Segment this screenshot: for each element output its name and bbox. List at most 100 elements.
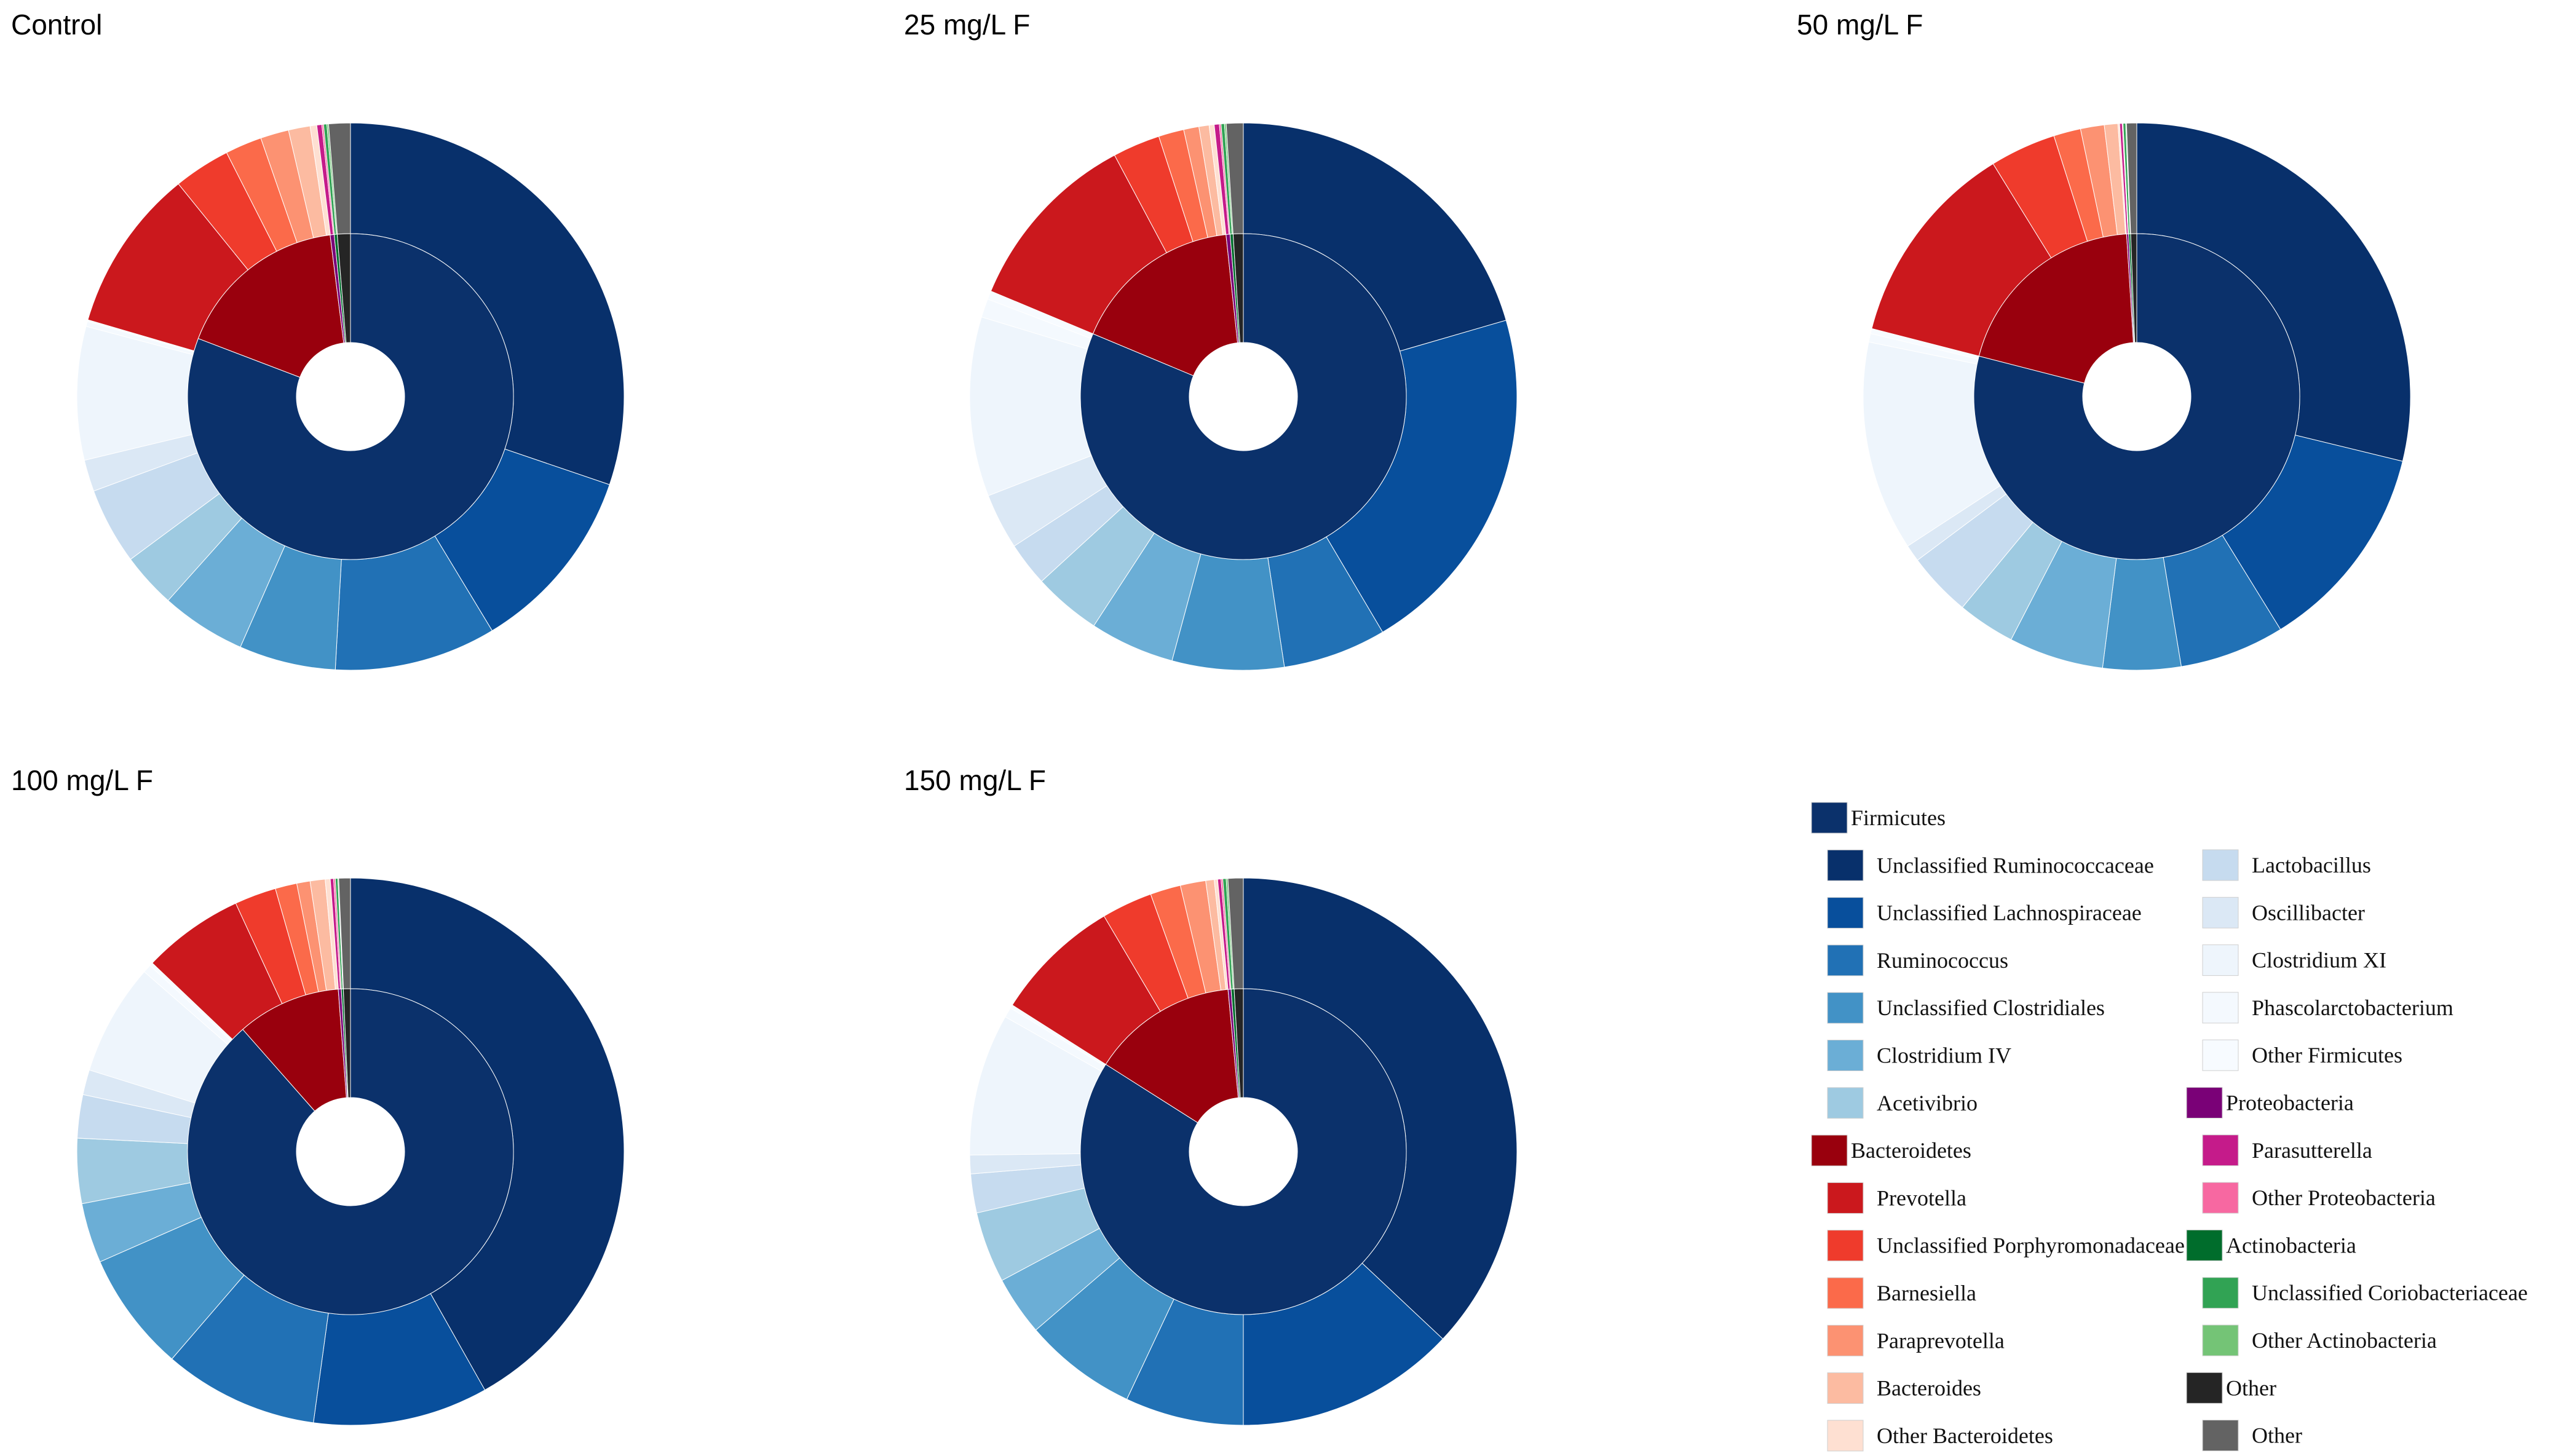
legend-label: Paraprevotella (1877, 1328, 2005, 1353)
panel-title: 25 mg/L F (904, 9, 1030, 41)
legend-swatch (2202, 896, 2239, 928)
legend-item-unclassified-lachnospiraceae: Unclassified Lachnospiraceae (1827, 897, 2142, 929)
phylum-slice-other-phylum (336, 233, 351, 343)
legend-item-proteobacteria: Proteobacteria (2186, 1087, 2354, 1118)
phylum-slice-other-phylum (1232, 233, 1244, 343)
legend-swatch (1827, 1372, 1864, 1404)
legend-label: Other (2252, 1423, 2302, 1448)
legend-item-bacteroides: Bacteroides (1827, 1372, 1981, 1404)
phylum-slice-bacteroidetes (1978, 233, 2134, 384)
legend-item-unclassified-porphyromonadaceae: Unclassified Porphyromonadaceae (1827, 1230, 2185, 1262)
legend-swatch (2202, 1420, 2239, 1452)
legend-label: Unclassified Lachnospiraceae (1877, 901, 2142, 925)
phylum-slice-bacteroidetes (197, 234, 344, 378)
legend-item-firmicutes: Firmicutes (1811, 802, 1946, 834)
legend-label: Oscillibacter (2252, 900, 2365, 925)
legend-item-parasutterella: Parasutterella (2202, 1134, 2372, 1166)
legend-swatch (2202, 1134, 2239, 1166)
legend-label: Clostridium IV (1877, 1043, 2011, 1068)
legend-label: Clostridium XI (2252, 948, 2386, 973)
legend-swatch (1827, 849, 1864, 881)
legend-swatch (1827, 1324, 1864, 1356)
legend-swatch (2186, 1372, 2223, 1404)
legend-label: Phascolarctobacterium (2252, 995, 2453, 1020)
phylum-slice-firmicutes (187, 233, 514, 560)
legend-item-paraprevotella: Paraprevotella (1827, 1324, 2005, 1356)
legend-label: Lactobacillus (2252, 853, 2371, 877)
phylum-slice-other-phylum (2130, 233, 2137, 343)
legend-label: Unclassified Clostridiales (1877, 995, 2105, 1020)
phylum-slice-other-phylum (1233, 988, 1244, 1098)
legend-item-other-proteobacteria: Other Proteobacteria (2202, 1182, 2436, 1214)
legend-label: Other Bacteroidetes (1877, 1423, 2053, 1448)
legend-label: Prevotella (1877, 1185, 1966, 1210)
donut-chart (969, 122, 1518, 671)
legend-swatch (1827, 944, 1864, 976)
legend-swatch (1811, 1134, 1848, 1166)
legend-item-prevotella: Prevotella (1827, 1182, 1966, 1214)
phylum-slice-bacteroidetes (1092, 234, 1238, 376)
panel-100-mg-l: 100 mg/L F (11, 764, 625, 1426)
legend-item-other-phylum: Other (2186, 1372, 2276, 1404)
legend-label: Other (2226, 1375, 2276, 1400)
donut-chart (969, 877, 1518, 1426)
legend-label: Proteobacteria (2226, 1091, 2354, 1115)
legend-item-unclassified-ruminococcaceae: Unclassified Ruminococcaceae (1827, 849, 2154, 881)
legend-swatch (2202, 992, 2239, 1024)
legend-item-bacteroidetes: Bacteroidetes (1811, 1134, 1971, 1166)
phylum-slice-other-phylum (343, 988, 351, 1098)
donut-chart (76, 877, 625, 1426)
legend-swatch (1827, 1087, 1864, 1119)
legend-label: Unclassified Porphyromonadaceae (1877, 1233, 2185, 1258)
legend-swatch (2202, 944, 2239, 976)
legend-item-actinobacteria: Actinobacteria (2186, 1229, 2356, 1261)
legend: Firmicutes Unclassified Ruminococcaceae Un… (1811, 802, 2528, 1452)
legend-item-other-genus: Other (2202, 1420, 2302, 1452)
legend-label: Parasutterella (2252, 1138, 2372, 1163)
phylum-slice-firmicutes (1973, 233, 2300, 560)
legend-label: Actinobacteria (2226, 1233, 2356, 1257)
legend-item-oscillibacter: Oscillibacter (2202, 896, 2365, 928)
phylum-slice-bacteroidetes (242, 989, 347, 1112)
legend-swatch (2202, 1324, 2239, 1356)
legend-swatch (2202, 1277, 2239, 1309)
legend-item-other-actinobacteria: Other Actinobacteria (2202, 1324, 2437, 1356)
legend-item-clostridium-xi: Clostridium XI (2202, 944, 2386, 976)
legend-item-unclassified-coriobacteriaceae: Unclassified Coriobacteriaceae (2202, 1277, 2528, 1309)
legend-item-barnesiella: Barnesiella (1827, 1277, 1976, 1309)
phylum-slice-firmicutes (1080, 233, 1407, 560)
legend-item-phascolarctobacterium: Phascolarctobacterium (2202, 992, 2453, 1024)
legend-label: Barnesiella (1877, 1281, 1976, 1305)
legend-swatch (1811, 802, 1848, 834)
panel-25-mg-l: 25 mg/L F (904, 9, 1518, 671)
legend-swatch (1827, 1040, 1864, 1071)
legend-item-unclassified-clostridiales: Unclassified Clostridiales (1827, 992, 2105, 1024)
legend-item-ruminococcus: Ruminococcus (1827, 944, 2008, 976)
phylum-slice-firmicutes (187, 988, 514, 1315)
donut-chart (1863, 122, 2411, 671)
legend-swatch (1827, 1230, 1864, 1262)
legend-swatch (1827, 1182, 1864, 1214)
legend-label: Ruminococcus (1877, 948, 2008, 973)
legend-swatch (2186, 1229, 2223, 1261)
legend-swatch (2202, 1039, 2239, 1071)
legend-label: Acetivibrio (1877, 1091, 1978, 1115)
legend-swatch (2186, 1087, 2223, 1118)
panel-150-mg-l: 150 mg/L F (904, 764, 1518, 1426)
legend-label: Other Actinobacteria (2252, 1328, 2437, 1353)
legend-label: Other Proteobacteria (2252, 1185, 2436, 1210)
legend-item-other-bacteroidetes: Other Bacteroidetes (1827, 1420, 2053, 1452)
legend-item-acetivibrio: Acetivibrio (1827, 1087, 1978, 1119)
phylum-slice-firmicutes (1080, 988, 1407, 1315)
panel-title: 100 mg/L F (11, 764, 153, 796)
panel-title: 150 mg/L F (904, 764, 1046, 796)
legend-label: Unclassified Ruminococcaceae (1877, 853, 2154, 877)
legend-swatch (1827, 897, 1864, 929)
legend-label: Firmicutes (1851, 805, 1946, 830)
panel-title: 50 mg/L F (1797, 9, 1923, 41)
legend-item-clostridium-iv: Clostridium IV (1827, 1040, 2011, 1071)
legend-swatch (1827, 1420, 1864, 1452)
legend-swatch (1827, 992, 1864, 1024)
legend-swatch (2202, 849, 2239, 881)
donut-chart (76, 122, 625, 671)
